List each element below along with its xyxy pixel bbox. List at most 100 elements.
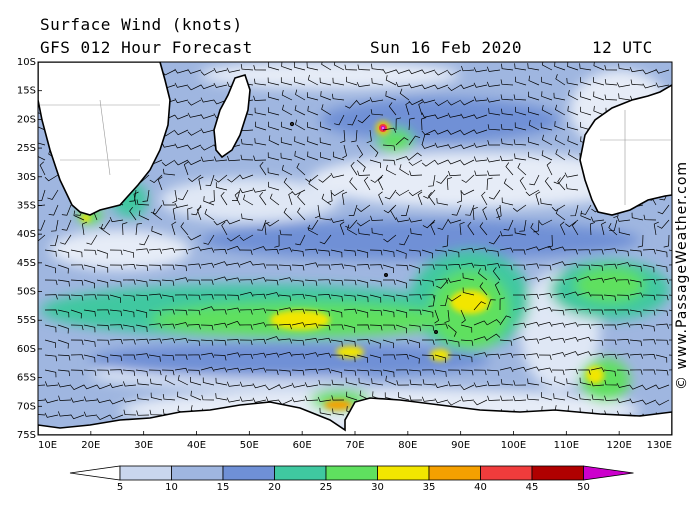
- wind-barb: [538, 306, 553, 312]
- wind-barb: [447, 249, 460, 258]
- wind-barb: [434, 99, 449, 107]
- wind-barb: [346, 391, 358, 401]
- wind-barb: [499, 339, 513, 346]
- wind-barb: [528, 106, 540, 116]
- wind-barb: [135, 338, 149, 344]
- wind-barb: [295, 119, 306, 131]
- wind-barb: [405, 101, 411, 116]
- wind-barb: [343, 264, 356, 272]
- wind-barb: [591, 309, 604, 315]
- wind-barb: [148, 369, 162, 376]
- wind-barb: [496, 204, 502, 219]
- wind-barb: [278, 351, 293, 357]
- wind-barb: [83, 324, 96, 333]
- wind-barb: [135, 294, 149, 301]
- wind-barb: [268, 121, 280, 131]
- wind-barb: [307, 105, 319, 116]
- wind-barb: [252, 383, 267, 389]
- wind-barb: [421, 279, 434, 287]
- wind-barb: [578, 393, 592, 401]
- wind-barb: [447, 399, 462, 406]
- wind-barb: [83, 294, 97, 300]
- wind-barb: [350, 161, 358, 176]
- wind-barb: [541, 376, 553, 386]
- wind-barb: [213, 99, 228, 105]
- wind-barb: [473, 320, 488, 326]
- wind-barb: [408, 249, 422, 257]
- wind-barb: [371, 63, 384, 71]
- wind-barb: [139, 234, 150, 246]
- wind-barb: [577, 291, 592, 297]
- wind-barb: [253, 95, 267, 101]
- wind-barb: [616, 294, 630, 301]
- wind-barb: [151, 225, 163, 236]
- wind-barb: [294, 62, 306, 71]
- wind-barb: [417, 191, 423, 206]
- wind-barb: [642, 279, 656, 285]
- wind-barb: [568, 149, 579, 161]
- wind-barb: [343, 324, 356, 333]
- wind-barb: [371, 227, 384, 236]
- wind-barb: [603, 263, 618, 269]
- wind-barb: [281, 104, 293, 116]
- wind-barb: [96, 414, 111, 421]
- wind-barb: [109, 279, 122, 287]
- wind-barb: [369, 309, 383, 316]
- wind-barb: [174, 82, 189, 88]
- wind-barb: [152, 208, 163, 221]
- wind-barb: [333, 62, 345, 71]
- wind-barb: [564, 322, 579, 328]
- wind-barb: [174, 114, 189, 120]
- wind-barb: [513, 395, 527, 402]
- wind-barb: [409, 395, 423, 401]
- wind-barb: [317, 352, 332, 358]
- wind-barb: [70, 339, 84, 346]
- wind-barb: [421, 69, 436, 74]
- wind-barb: [148, 279, 162, 286]
- wind-barb: [320, 121, 332, 131]
- wind-barb: [148, 264, 162, 271]
- colorbar-label: 5: [117, 482, 123, 493]
- wind-barb: [382, 309, 395, 318]
- wind-barb: [213, 354, 227, 361]
- wind-barb: [408, 294, 422, 300]
- wind-barb: [629, 324, 643, 330]
- wind-barb: [551, 279, 565, 285]
- lat-label: 15S: [17, 86, 36, 97]
- wind-barb: [109, 249, 123, 256]
- wind-barb: [567, 89, 579, 101]
- wind-barb: [408, 309, 422, 316]
- lon-label: 70E: [345, 440, 364, 451]
- wind-barb: [642, 384, 657, 391]
- wind-barb: [200, 69, 215, 76]
- wind-barb: [436, 174, 449, 184]
- wind-barb: [294, 150, 306, 161]
- wind-barb: [479, 282, 488, 296]
- wind-barb: [500, 94, 514, 101]
- wind-barb: [421, 144, 436, 149]
- wind-barb: [642, 399, 657, 405]
- wind-barb: [330, 263, 345, 269]
- lon-label: 30E: [134, 440, 153, 451]
- wind-barb: [528, 120, 540, 131]
- wind-barb: [278, 383, 293, 389]
- wind-barb: [129, 206, 137, 221]
- wind-barb: [653, 221, 659, 236]
- wind-barb: [332, 408, 345, 416]
- wind-barb: [200, 144, 215, 151]
- wind-barb: [577, 351, 592, 357]
- wind-barb: [512, 249, 526, 255]
- wind-barb: [239, 396, 254, 402]
- wind-barb: [135, 353, 150, 359]
- wind-barb: [122, 381, 137, 387]
- wind-barb: [356, 81, 371, 87]
- wind-barb: [291, 397, 306, 403]
- wind-barb: [278, 294, 292, 302]
- wind-barb: [500, 124, 514, 131]
- wind-barb: [319, 407, 332, 416]
- wind-barb: [395, 294, 408, 302]
- wind-barb: [590, 323, 604, 330]
- wind-barb: [486, 81, 501, 87]
- wind-barb: [385, 90, 397, 101]
